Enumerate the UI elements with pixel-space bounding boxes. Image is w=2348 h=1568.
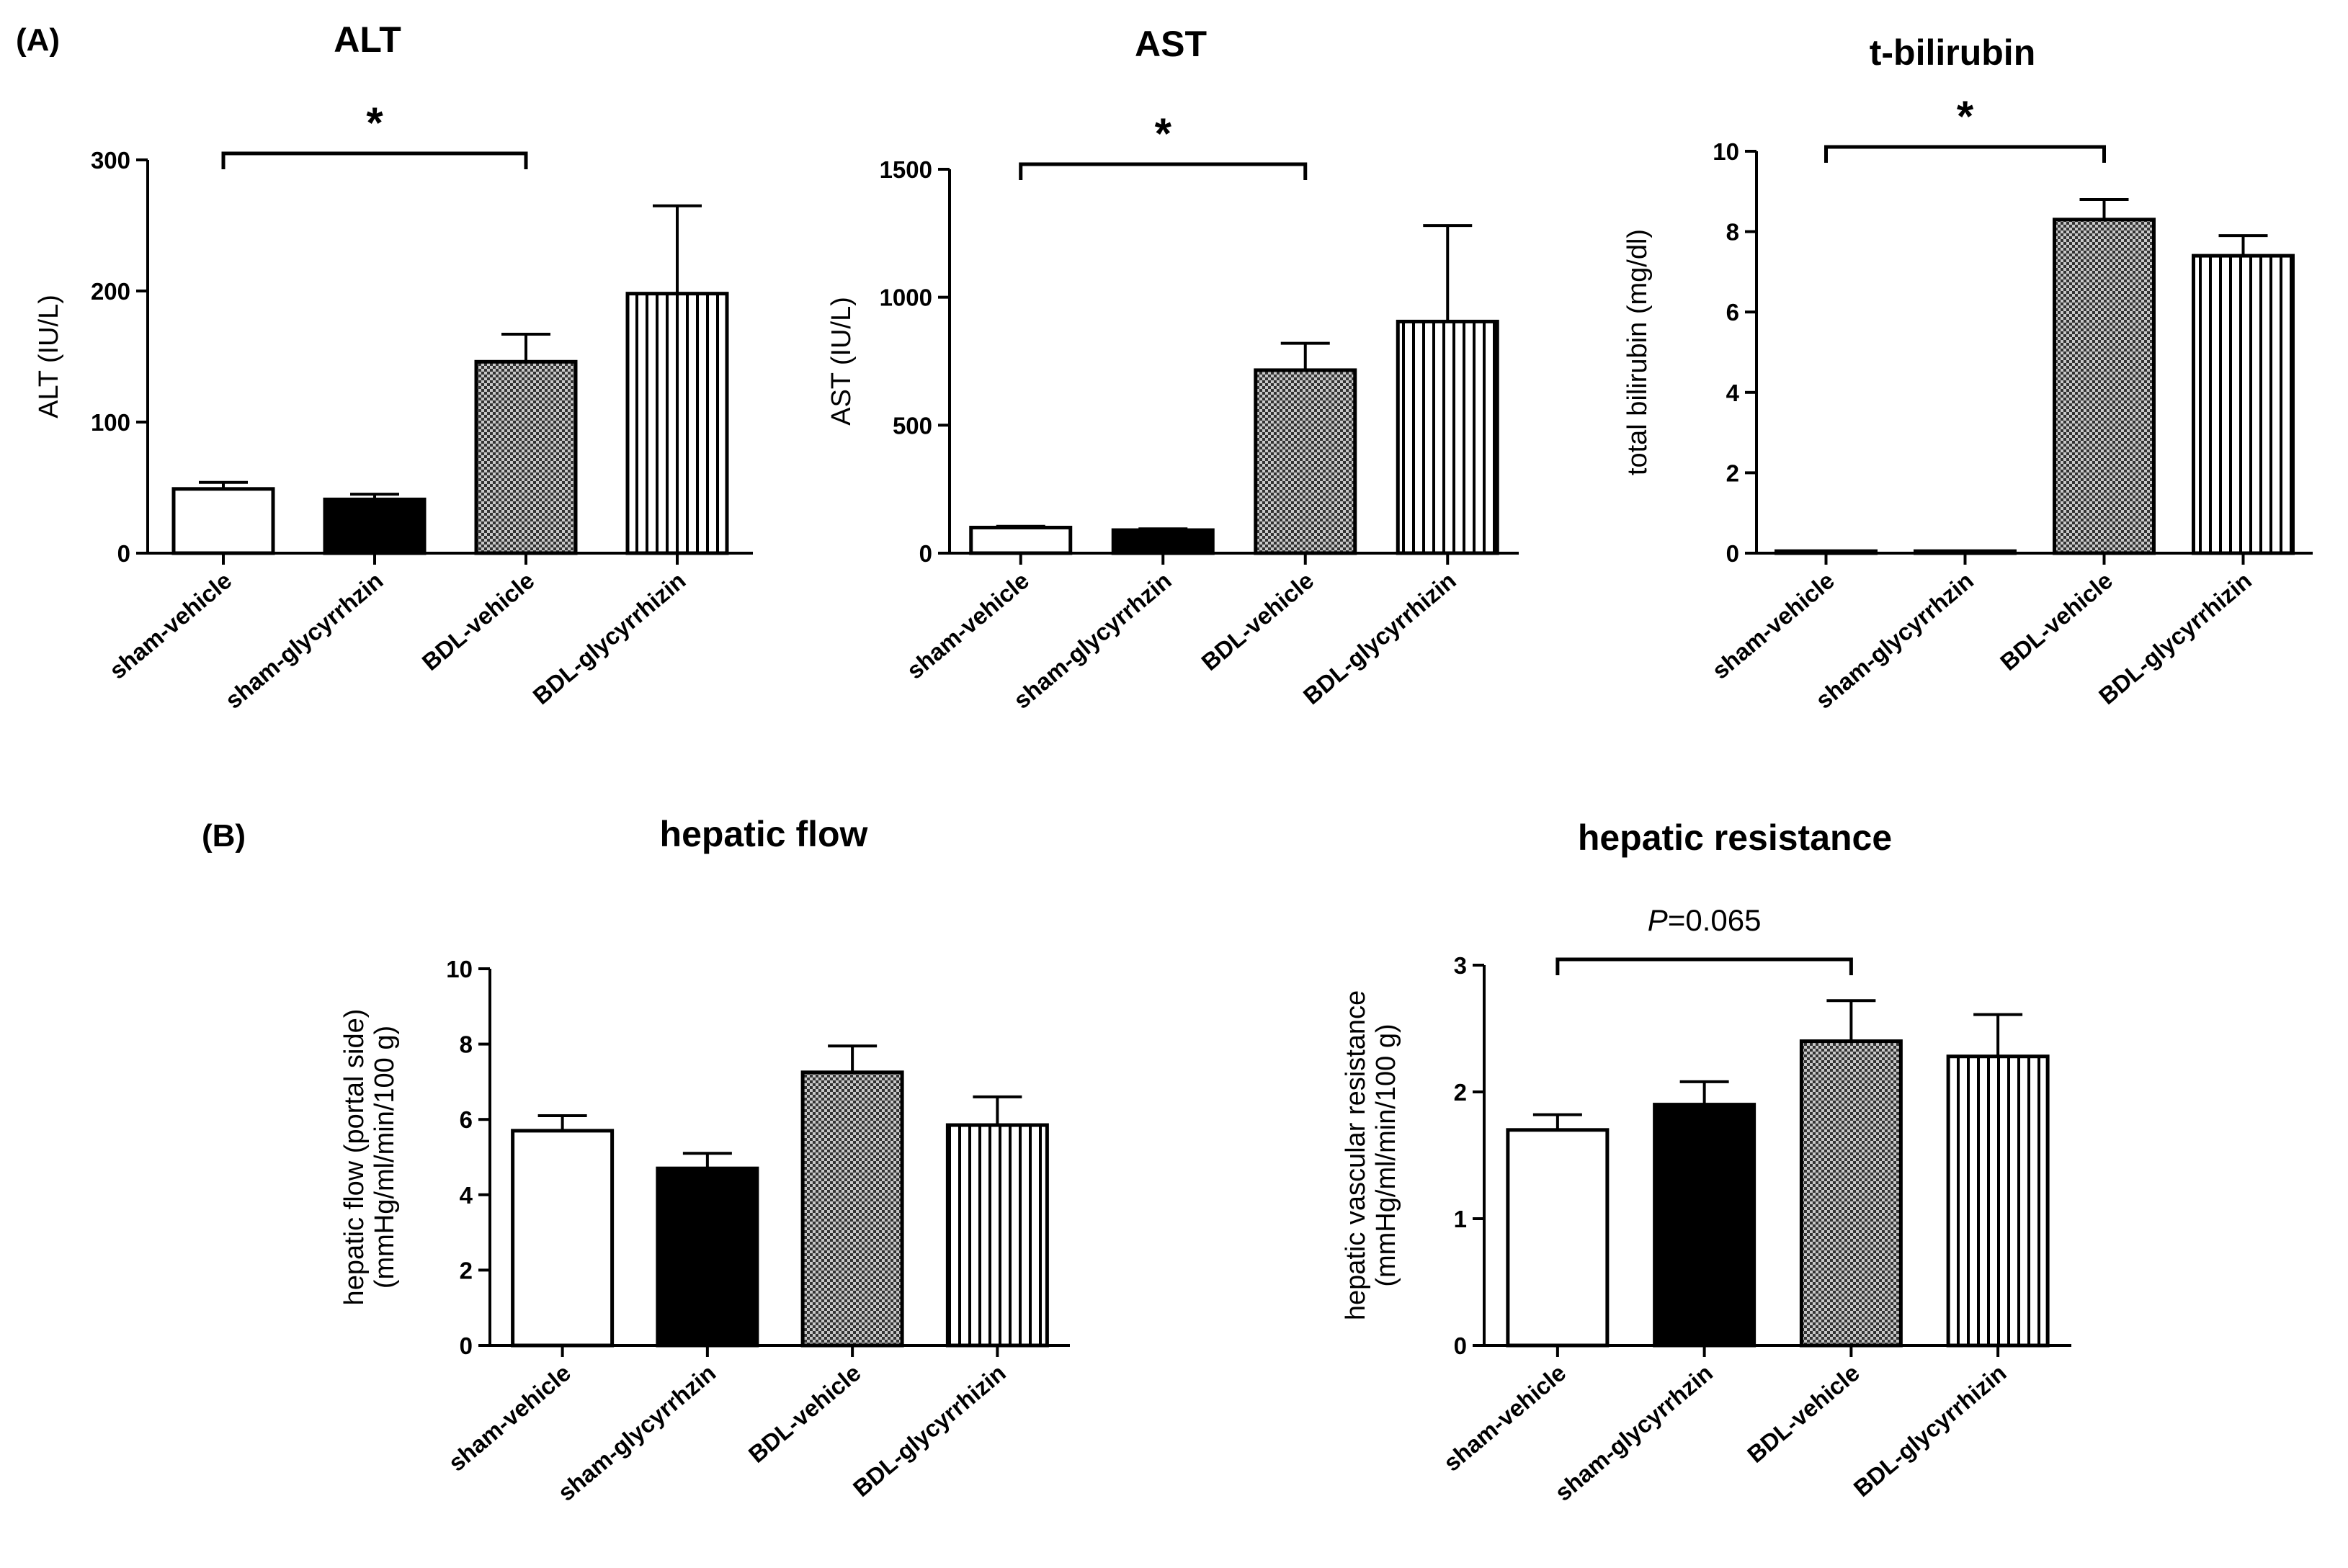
bar-sham-glycyrrhzin	[1653, 1103, 1756, 1348]
bar-bdl-vehicle	[800, 1070, 904, 1348]
bar-sham-vehicle	[511, 1129, 615, 1348]
category-label-bdl-vehicle: BDL-vehicle	[1995, 567, 2117, 676]
y-tick-label: 0	[1454, 1332, 1467, 1359]
y-tick-label: 8	[460, 1031, 473, 1058]
chart-alt: ALT ALT (IU/L) 0 100 200 300 sham-vehiclesham-…	[34, 19, 753, 714]
y-tick-label: 10	[446, 956, 473, 982]
bar-bdl-vehicle	[2053, 218, 2156, 555]
y-tick-label: 300	[91, 147, 130, 174]
y-tick-label: 4	[460, 1182, 473, 1209]
y-tick-label: 1000	[880, 285, 932, 311]
y-tick-label: 200	[91, 278, 130, 305]
bar-bdl-vehicle	[1254, 368, 1357, 555]
y-tick-label: 1500	[880, 156, 932, 183]
y-tick-label: 6	[460, 1106, 473, 1133]
y-tick-label: 8	[1726, 219, 1739, 246]
category-label-sham-glycyrrhzin: sham-glycyrrhzin	[1550, 1359, 1718, 1506]
significance-star: *	[1957, 92, 1974, 140]
category-label-sham-glycyrrhzin: sham-glycyrrhzin	[553, 1359, 720, 1506]
category-label-bdl-vehicle: BDL-vehicle	[417, 567, 540, 676]
p-value-number: =0.065	[1668, 903, 1762, 937]
category-label-sham-vehicle: sham-vehicle	[1438, 1359, 1571, 1477]
y-tick-label: 1	[1454, 1206, 1467, 1232]
category-label-sham-vehicle: sham-vehicle	[901, 567, 1034, 684]
chart-ast: AST AST (IU/L) 0 500 1000 1500 sham-vehiclesha…	[826, 24, 1519, 714]
category-label-sham-glycyrrhzin: sham-glycyrrhzin	[1009, 567, 1177, 714]
bar-bdl-vehicle	[1799, 1039, 1903, 1348]
category-label-bdl-glycyrrhizin: BDL-glycyrrhizin	[527, 567, 690, 709]
bar-sham-glycyrrhzin	[1914, 549, 2017, 555]
panel-a-label: (A)	[16, 22, 60, 58]
y-tick-label: 2	[1726, 460, 1739, 486]
y-axis-label: total bilirubin (mg/dl)	[1622, 229, 1653, 475]
chart-title: hepatic flow	[660, 814, 868, 854]
bar-bdl-glycyrrhizin	[625, 292, 729, 555]
category-label-bdl-glycyrrhizin: BDL-glycyrrhizin	[2094, 567, 2257, 709]
bar-sham-vehicle	[969, 525, 1073, 555]
category-label-bdl-vehicle: BDL-vehicle	[744, 1359, 866, 1468]
category-label-bdl-glycyrrhizin: BDL-glycyrrhizin	[1298, 567, 1461, 709]
chart-hepatic-resistance: hepatic resistance hepatic vascular resis…	[1341, 817, 2071, 1506]
significance-star: *	[366, 99, 383, 147]
category-label-bdl-glycyrrhizin: BDL-glycyrrhizin	[1849, 1359, 2012, 1502]
significance-bracket	[1555, 957, 1853, 975]
y-tick-label: 4	[1726, 380, 1740, 406]
category-label-sham-glycyrrhzin: sham-glycyrrhzin	[220, 567, 388, 714]
category-label-bdl-vehicle: BDL-vehicle	[1196, 567, 1318, 676]
significance-bracket	[1019, 162, 1308, 180]
bar-sham-glycyrrhzin	[656, 1166, 759, 1348]
y-axis-label: (mmHg/ml/min/100 g)	[370, 1026, 400, 1289]
y-tick-label: 0	[117, 540, 130, 567]
chart-title: hepatic resistance	[1578, 817, 1892, 858]
y-axis-label: AST (IU/L)	[826, 297, 857, 426]
bar-sham-glycyrrhzin	[1111, 528, 1215, 555]
y-tick-label: 0	[460, 1332, 473, 1359]
bar-sham-vehicle	[1775, 549, 1878, 555]
chart-title: AST	[1135, 24, 1207, 64]
p-value-symbol: P	[1648, 903, 1668, 937]
y-tick-label: 100	[91, 409, 130, 436]
category-label-sham-vehicle: sham-vehicle	[443, 1359, 576, 1477]
significance-bracket	[1824, 145, 2106, 163]
category-label-bdl-glycyrrhizin: BDL-glycyrrhizin	[848, 1359, 1011, 1502]
y-axis-label: hepatic vascular resistance	[1341, 990, 1371, 1320]
category-label-sham-vehicle: sham-vehicle	[1707, 567, 1839, 684]
category-label-sham-vehicle: sham-vehicle	[104, 567, 237, 684]
bar-bdl-vehicle	[474, 359, 578, 555]
chart-hepatic-flow: hepatic flow hepatic flow (portal side) (m…	[339, 814, 1070, 1506]
y-tick-label: 0	[919, 540, 932, 567]
y-tick-label: 3	[1454, 952, 1467, 979]
p-value-label: P=0.065	[1648, 903, 1762, 937]
bar-sham-glycyrrhzin	[323, 497, 427, 555]
significance-bracket	[221, 151, 528, 169]
significance-star: *	[1155, 109, 1172, 158]
y-tick-label: 2	[1454, 1079, 1467, 1106]
bar-bdl-glycyrrhizin	[2192, 254, 2295, 555]
bar-bdl-glycyrrhizin	[1396, 319, 1499, 555]
y-tick-label: 500	[893, 412, 932, 439]
panel-b-label: (B)	[202, 818, 246, 854]
y-tick-label: 10	[1713, 138, 1739, 165]
chart-t-bilirubin: t-bilirubin total bilirubin (mg/dl) 0 2 4 6 8 1…	[1622, 32, 2313, 714]
bar-bdl-glycyrrhizin	[1946, 1054, 2050, 1348]
y-axis-label: ALT (IU/L)	[34, 295, 64, 418]
bar-bdl-glycyrrhizin	[945, 1123, 1049, 1348]
category-label-bdl-vehicle: BDL-vehicle	[1742, 1359, 1865, 1468]
y-axis-label: (mmHg/ml/min/100 g)	[1371, 1023, 1401, 1286]
bar-sham-vehicle	[1506, 1128, 1610, 1348]
bar-sham-vehicle	[171, 487, 275, 555]
y-tick-label: 0	[1726, 540, 1739, 567]
y-axis-label: hepatic flow (portal side)	[339, 1009, 370, 1306]
chart-title: t-bilirubin	[1870, 32, 2036, 73]
chart-title: ALT	[334, 19, 401, 60]
y-tick-label: 2	[460, 1257, 473, 1283]
y-tick-label: 6	[1726, 299, 1739, 326]
